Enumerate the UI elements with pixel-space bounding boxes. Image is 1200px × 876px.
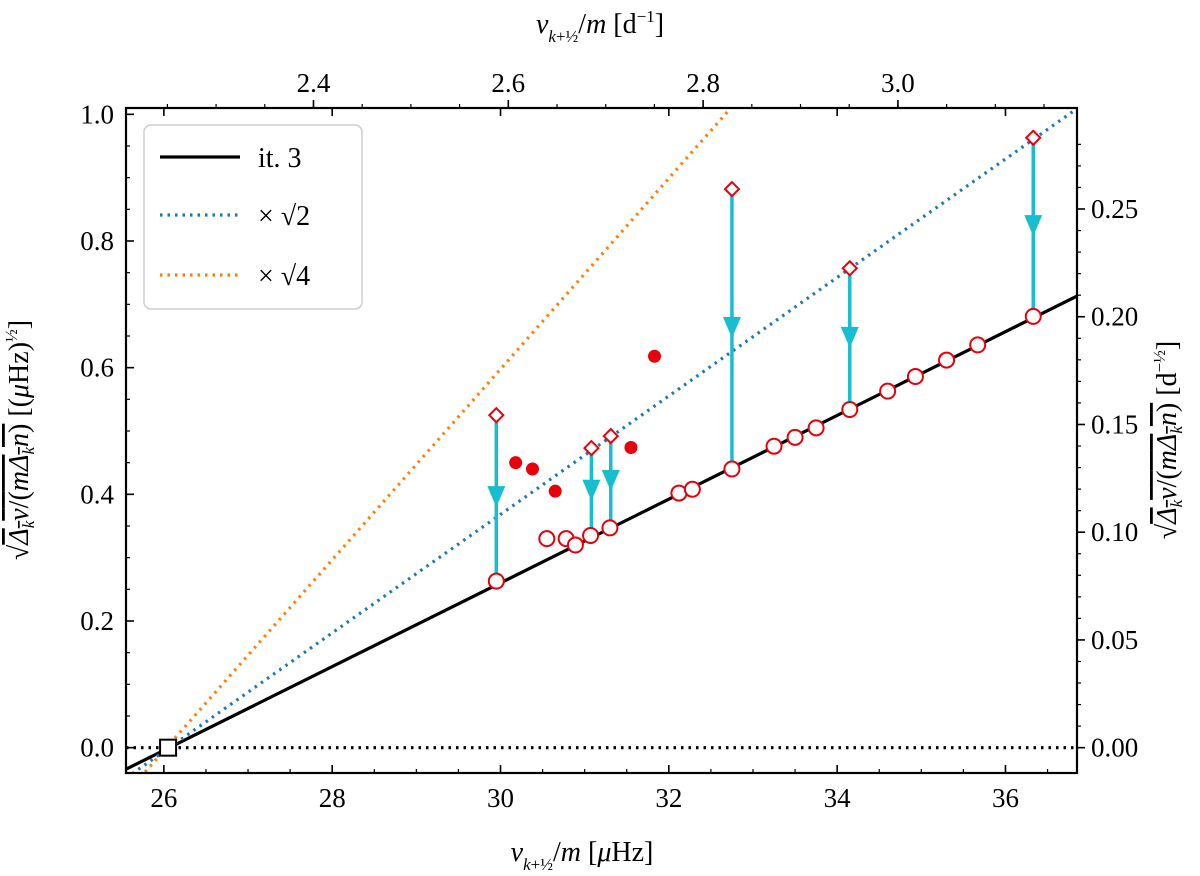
origin-square-marker xyxy=(159,738,178,757)
diamond-point xyxy=(487,406,505,424)
y-tick-label: 0.8 xyxy=(80,226,114,256)
right-y-axis-label: √Δkν/(mΔkn) [d−½] xyxy=(1150,341,1186,539)
diamond-point xyxy=(841,259,859,277)
x-tick-label: 26 xyxy=(150,783,177,813)
top-x-axis-label: νk+½/m [d−1] xyxy=(536,7,664,46)
tick-layer: 26 28 30 32 34 36 0.0 0.2 0.4 0.6 0.8 1.0 2.4 2.6 2.8 3… xyxy=(80,68,1138,813)
diamond-point xyxy=(723,180,741,198)
open-circle-point xyxy=(566,536,584,554)
open-circle-point xyxy=(582,527,600,544)
open-circle-point xyxy=(879,382,897,400)
y-tick-label: 0.2 xyxy=(80,606,114,636)
x-axis-label: νk+½/m [μHz] xyxy=(511,837,654,874)
legend-label-it3: it. 3 xyxy=(258,143,302,174)
top-x-tick-label: 2.8 xyxy=(686,68,720,98)
right-y-tick-label: 0.00 xyxy=(1091,733,1138,763)
top-x-tick-label: 2.4 xyxy=(297,68,331,98)
filled-circle-point xyxy=(648,349,662,363)
x-tick-label: 28 xyxy=(319,783,346,813)
open-circle-point xyxy=(538,530,556,548)
series-line-sqrt2 xyxy=(130,108,1077,773)
arrow-head xyxy=(487,486,506,508)
diamond-point xyxy=(602,427,620,445)
arrow-head xyxy=(1024,215,1043,237)
open-circle-point xyxy=(765,437,783,455)
series-line-it3 xyxy=(126,294,1077,771)
top-x-tick-label: 2.6 xyxy=(491,68,525,98)
diamond-point xyxy=(1024,129,1042,147)
x-tick-label: 36 xyxy=(992,783,1019,813)
filled-circle-point xyxy=(548,484,562,498)
right-y-tick-label: 0.10 xyxy=(1091,517,1138,547)
diamond-point xyxy=(582,439,600,457)
arrow-head xyxy=(582,479,601,501)
right-y-tick-label: 0.05 xyxy=(1091,625,1138,655)
open-circle-point xyxy=(786,428,804,446)
legend-label-sqrt2: × √2 xyxy=(258,201,310,232)
arrow-head xyxy=(601,469,620,491)
open-circle-point xyxy=(723,460,741,478)
plot-frame xyxy=(124,106,1079,775)
y-tick-label: 0.0 xyxy=(80,733,114,763)
filled-circle-point xyxy=(525,462,539,476)
x-tick-label: 30 xyxy=(487,783,514,813)
open-circle-point xyxy=(938,351,956,369)
open-circle-point xyxy=(841,400,859,418)
arrow-head xyxy=(840,326,859,348)
y-tick-label: 0.6 xyxy=(80,353,114,383)
right-y-tick-label: 0.15 xyxy=(1091,409,1138,439)
y-tick-label: 0.4 xyxy=(80,479,114,509)
top-x-tick-label: 3.0 xyxy=(881,68,915,98)
open-circle-point xyxy=(487,572,505,590)
open-circle-point xyxy=(601,519,619,537)
y-tick-label: 1.0 xyxy=(80,99,114,129)
x-tick-label: 32 xyxy=(655,783,682,813)
filled-circle-point xyxy=(624,440,638,454)
legend-box xyxy=(143,124,363,310)
filled-circle-point xyxy=(509,456,523,470)
arrow-head xyxy=(722,317,741,339)
open-circle-point xyxy=(807,419,825,437)
marker-layer xyxy=(159,129,1043,757)
open-circle-point xyxy=(906,368,924,386)
open-circle-point xyxy=(969,336,987,354)
legend-label-sqrt4: × √4 xyxy=(258,261,310,292)
series-line-sqrt4 xyxy=(142,108,732,773)
open-circle-point xyxy=(683,480,701,498)
legend: it. 3 × √2 × √4 xyxy=(143,124,363,310)
right-y-tick-label: 0.20 xyxy=(1091,302,1138,332)
open-circle-point xyxy=(1024,307,1042,325)
y-axis-label: √Δkν/(mΔkn) [(μHz)½] xyxy=(2,320,38,560)
x-tick-label: 34 xyxy=(824,783,852,813)
right-y-tick-label: 0.25 xyxy=(1091,194,1138,224)
